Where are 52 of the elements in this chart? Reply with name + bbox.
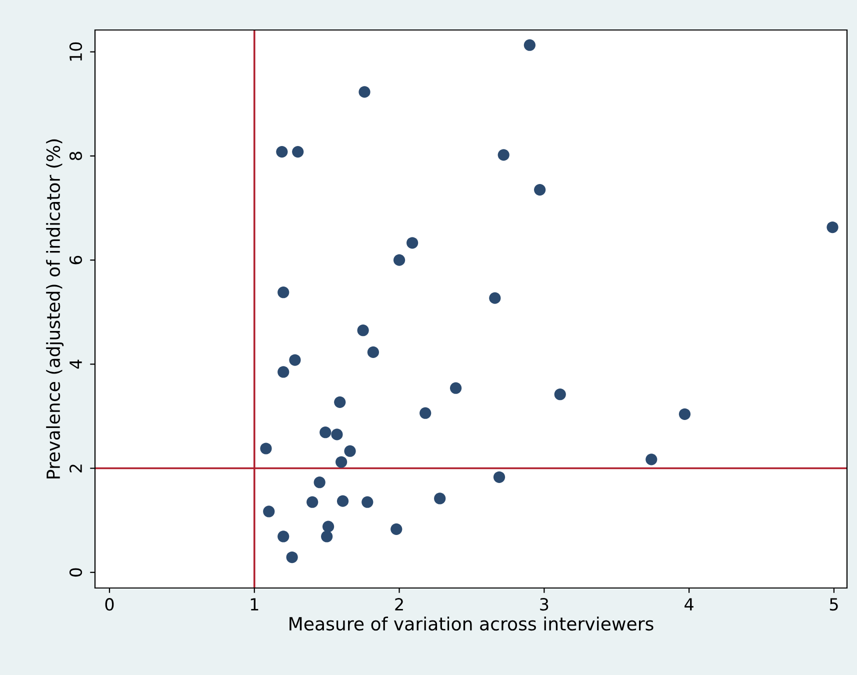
- point: [336, 456, 348, 468]
- x-tick-label: 0: [105, 598, 114, 611]
- point: [678, 408, 691, 420]
- point: [336, 495, 349, 507]
- point: [406, 237, 418, 249]
- x-tick-label: 2: [395, 598, 403, 610]
- point: [434, 492, 446, 504]
- point: [322, 520, 334, 532]
- point: [289, 354, 301, 366]
- x-tick-label: 4: [684, 598, 694, 610]
- point: [320, 426, 332, 438]
- y-tick-label: 4: [70, 360, 82, 369]
- point: [260, 442, 272, 454]
- point: [524, 39, 536, 51]
- y-axis-title: Prevalence (adjusted) of indicator (%): [46, 139, 64, 478]
- x-axis-title: Measure of variation across interviewers: [290, 616, 654, 631]
- point: [534, 184, 546, 196]
- point: [554, 388, 566, 400]
- point: [314, 476, 326, 488]
- point: [367, 346, 380, 358]
- point: [278, 530, 290, 542]
- point: [278, 286, 290, 298]
- point: [489, 292, 501, 304]
- y-tick-label: 2: [69, 464, 82, 472]
- x-tick-label: 5: [830, 598, 838, 611]
- y-tick-label: 8: [69, 152, 82, 160]
- point: [292, 146, 304, 158]
- point: [826, 221, 838, 234]
- point: [263, 506, 275, 518]
- y-tick-label: 6: [69, 256, 82, 264]
- point: [358, 86, 370, 98]
- point: [393, 254, 406, 266]
- point: [390, 523, 402, 535]
- y-tick-label: 0: [69, 568, 82, 577]
- point: [344, 445, 356, 457]
- point: [420, 407, 432, 419]
- point: [306, 496, 318, 508]
- point: [334, 396, 346, 408]
- y-tick-label: 10: [69, 42, 82, 61]
- point: [276, 146, 288, 158]
- x-tick-label: 3: [540, 598, 548, 611]
- point: [286, 551, 298, 564]
- point: [357, 324, 369, 336]
- point: [498, 149, 510, 161]
- point: [646, 454, 658, 466]
- x-tick-label: 1: [250, 598, 258, 610]
- point: [278, 366, 290, 378]
- point: [362, 496, 374, 508]
- point: [331, 428, 343, 440]
- point: [493, 471, 506, 483]
- point: [321, 530, 333, 542]
- point: [450, 382, 462, 394]
